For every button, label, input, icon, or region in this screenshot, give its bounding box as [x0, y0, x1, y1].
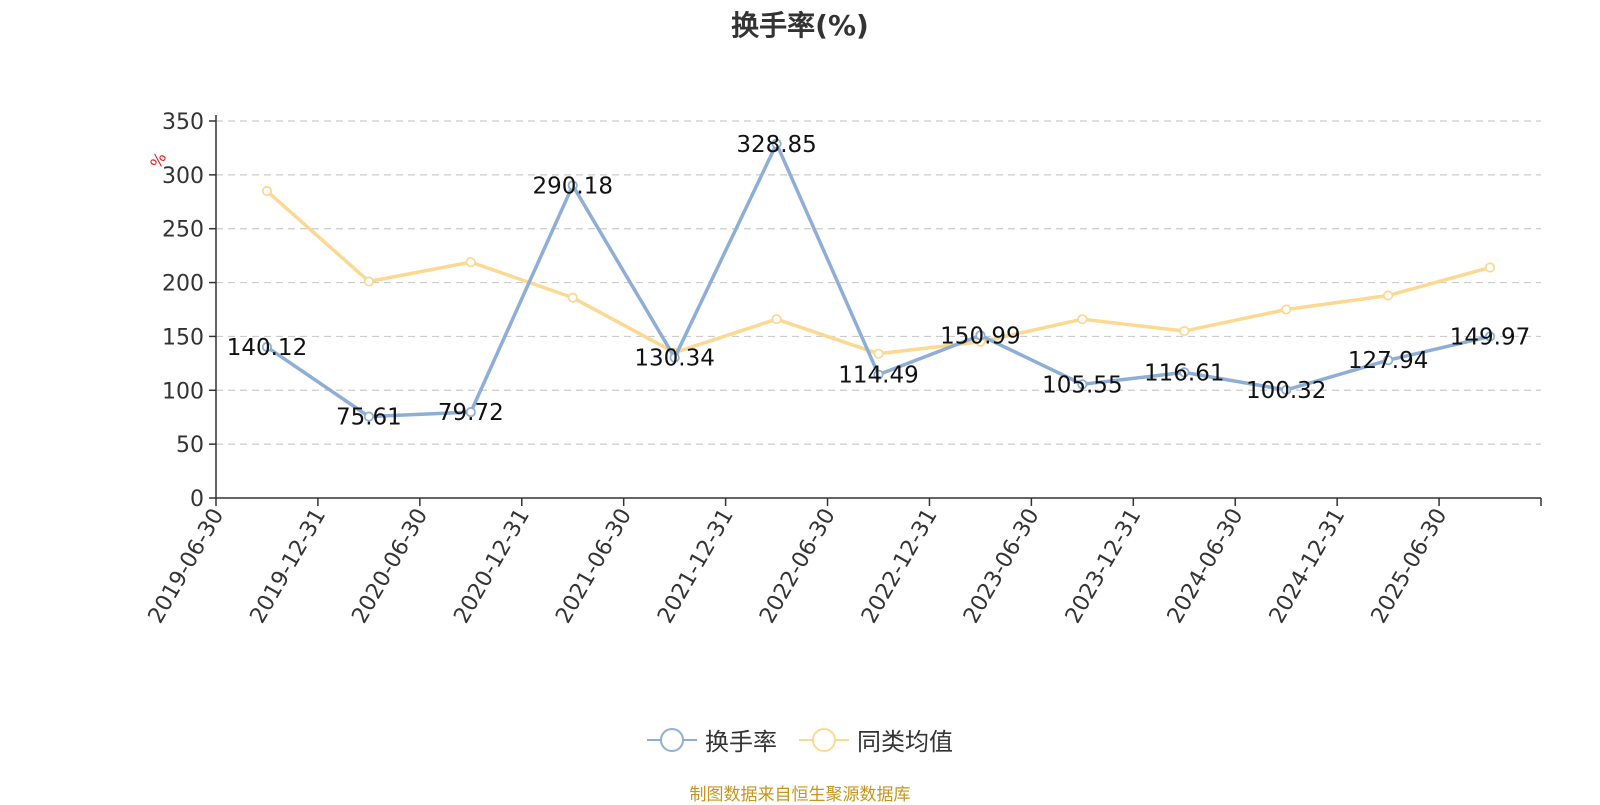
legend-label-peer-average: 同类均值 [857, 728, 953, 756]
data-point-peer-average [771, 314, 782, 325]
y-tick-label: 350 [162, 110, 204, 135]
x-tick-label: 2022-12-31 [857, 505, 943, 628]
x-tick-label: 2023-12-31 [1061, 505, 1147, 628]
data-label: 100.32 [1246, 378, 1326, 404]
data-point-turnover [465, 407, 476, 418]
data-point-turnover [363, 411, 374, 422]
data-point-peer-average [567, 292, 578, 303]
y-tick-label: 250 [162, 218, 204, 243]
x-tick-label: 2022-06-30 [755, 505, 841, 628]
data-point-peer-average [1281, 304, 1292, 315]
data-label: 127.94 [1348, 348, 1428, 374]
data-label: 75.61 [336, 405, 402, 431]
x-tick-label: 2020-12-31 [449, 505, 535, 628]
data-point-turnover [1383, 355, 1394, 366]
data-label: 114.49 [838, 363, 918, 389]
data-point-turnover [975, 330, 986, 341]
data-point-turnover [1484, 331, 1496, 342]
data-point-peer-average [1179, 325, 1190, 337]
y-tick-label: 200 [162, 272, 204, 297]
source-note: 制图数据来自恒生聚源数据库 [689, 785, 911, 805]
data-point-turnover [669, 352, 680, 363]
series-line-peer-average [265, 189, 1492, 356]
data-point-turnover [873, 369, 884, 380]
data-point-peer-average [1383, 290, 1394, 301]
data-label: 130.34 [634, 346, 714, 372]
data-label: 149.97 [1450, 324, 1530, 350]
x-tick-label: 2019-12-31 [246, 505, 332, 628]
y-tick-label: 150 [162, 325, 204, 350]
data-label: 140.12 [227, 335, 307, 361]
data-point-turnover [1077, 379, 1088, 390]
legend-swatch-turnover [647, 727, 697, 753]
x-tick-label: 2019-06-30 [144, 505, 230, 628]
chart-title: 换手率(%) [731, 9, 869, 42]
data-labels: 140.12 75.61 79.72 290.18 130.34 328.85 114.49… [227, 132, 1531, 431]
data-point-peer-average [363, 276, 374, 287]
data-label: 290.18 [532, 173, 612, 199]
data-point-turnover [567, 180, 578, 191]
y-tick-label: 0 [190, 487, 204, 512]
data-label: 150.99 [940, 323, 1020, 349]
data-point-turnover [771, 138, 782, 149]
legend-label-turnover: 换手率 [705, 728, 777, 756]
data-point-turnover [1179, 367, 1190, 378]
data-point-peer-average [1484, 262, 1496, 273]
data-point-peer-average [465, 257, 476, 268]
data-point-turnover [1281, 384, 1292, 396]
grid-lines [216, 120, 1541, 445]
data-point-peer-average [873, 348, 884, 359]
x-tick-label: 2021-12-31 [653, 505, 739, 628]
legend-item-peer-average[interactable]: 同类均值 [799, 722, 953, 757]
x-tick-label: 2024-06-30 [1163, 505, 1249, 628]
data-point-turnover [261, 341, 273, 353]
legend: 换手率 同类均值 [0, 722, 1600, 757]
y-tick-label: 100 [162, 379, 204, 404]
y-tick-label: 50 [176, 433, 204, 458]
data-label: 105.55 [1042, 372, 1122, 398]
x-tick-label: 2020-06-30 [347, 505, 433, 628]
x-tick-label: 2021-06-30 [551, 505, 637, 628]
data-label: 328.85 [736, 132, 816, 158]
data-point-peer-average [261, 185, 273, 197]
legend-swatch-peer-average [799, 727, 849, 753]
y-tick-label: 300 [162, 164, 204, 189]
data-point-peer-average [1077, 314, 1088, 325]
series [261, 138, 1496, 422]
data-label: 79.72 [438, 400, 504, 426]
data-label: 116.61 [1144, 360, 1224, 386]
x-tick-label: 2025-06-30 [1367, 505, 1453, 628]
x-tick-label: 2024-12-31 [1265, 505, 1351, 628]
legend-item-turnover[interactable]: 换手率 [647, 722, 777, 757]
x-tick-label: 2023-06-30 [959, 505, 1045, 628]
